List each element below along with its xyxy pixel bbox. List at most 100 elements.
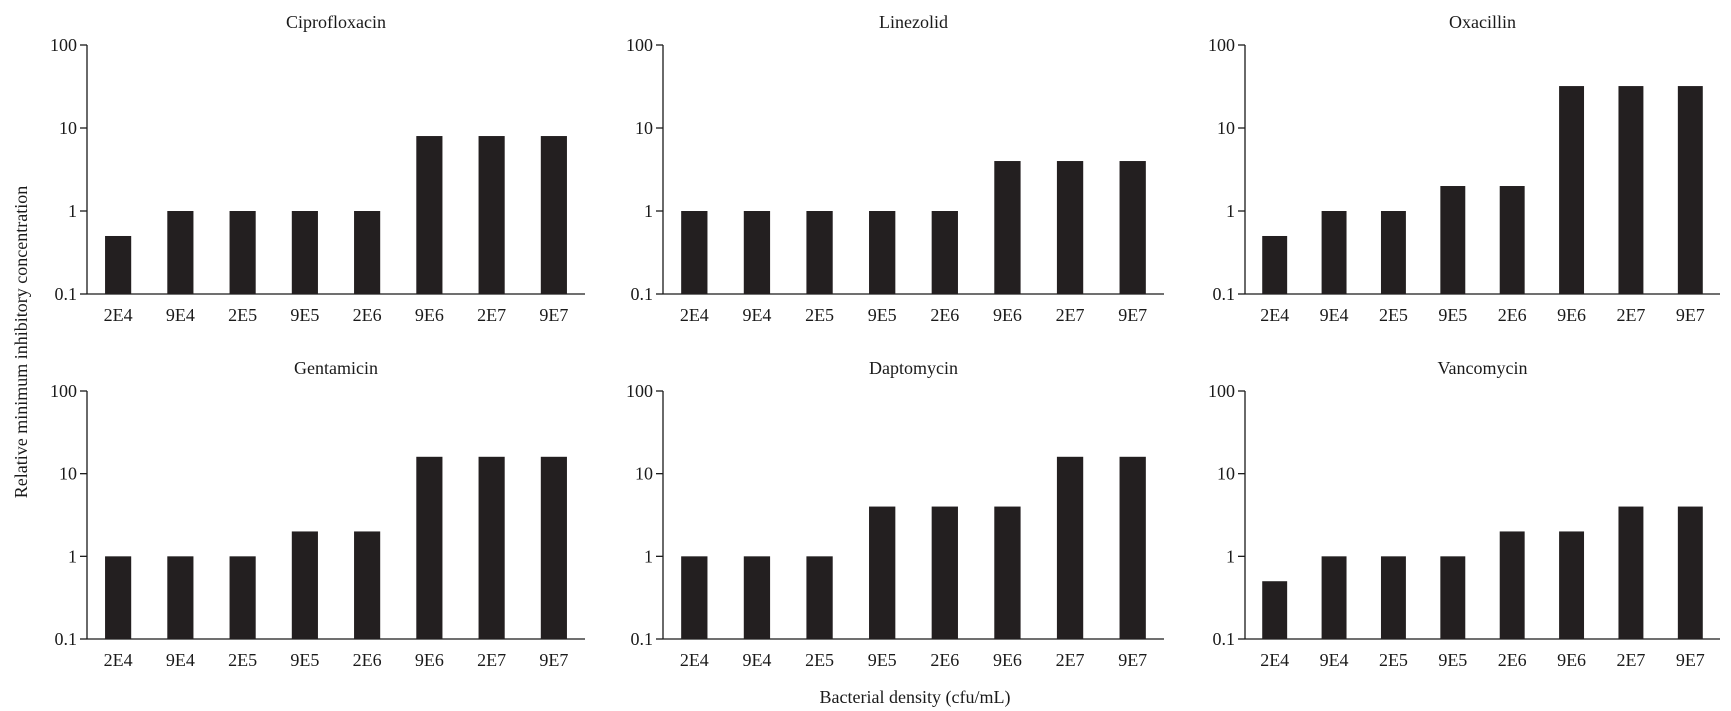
bar <box>1677 506 1703 639</box>
bar <box>1056 456 1084 639</box>
x-tick-label: 2E6 <box>1498 650 1527 670</box>
y-tick-label: 1 <box>1226 201 1235 221</box>
bar <box>994 161 1021 294</box>
y-tick-label: 1 <box>644 201 653 221</box>
x-tick-label: 2E4 <box>1260 305 1289 325</box>
y-tick-label: 100 <box>626 381 653 401</box>
x-tick-label: 9E7 <box>539 305 568 325</box>
x-tick-label: 2E7 <box>477 305 506 325</box>
y-tick-label: 0.1 <box>1213 629 1236 649</box>
bar <box>869 506 896 639</box>
y-tick-label: 100 <box>50 381 77 401</box>
bar <box>1380 556 1406 639</box>
y-tick-label: 1 <box>68 546 77 566</box>
x-tick-label: 9E5 <box>868 305 897 325</box>
x-axis-label: Bacterial density (cfu/mL) <box>820 687 1011 708</box>
x-tick-label: 9E7 <box>1676 305 1705 325</box>
x-tick-label: 2E4 <box>104 305 133 325</box>
bar <box>806 211 833 294</box>
x-tick-label: 2E6 <box>353 305 382 325</box>
y-tick-label: 100 <box>1208 35 1235 55</box>
bar <box>1262 235 1288 294</box>
bar <box>416 136 443 294</box>
chart-panels: Ciprofloxacin 0.1 1 10 100 2E4 9E4 2E5 9E5 2E6 9E6… <box>50 12 1720 670</box>
chart-title: Vancomycin <box>1438 358 1528 378</box>
bar <box>167 556 194 639</box>
x-tick-label: 2E5 <box>228 305 257 325</box>
x-tick-label: 2E6 <box>930 650 959 670</box>
bar <box>931 506 958 639</box>
y-tick-label: 1 <box>68 201 77 221</box>
chart-panel: Daptomycin 0.1 1 10 100 2E4 9E4 2E5 9E5 2E6 9E6 2E7… <box>626 358 1164 670</box>
y-tick-label: 1 <box>1226 546 1235 566</box>
bar <box>806 556 833 639</box>
bar <box>105 235 132 294</box>
x-tick-label: 2E5 <box>1379 305 1408 325</box>
x-tick-label: 2E6 <box>1498 305 1527 325</box>
y-tick-label: 10 <box>1217 464 1235 484</box>
y-tick-label: 100 <box>626 35 653 55</box>
bar <box>1380 211 1406 294</box>
y-tick-label: 0.1 <box>55 629 78 649</box>
y-tick-label: 1 <box>644 546 653 566</box>
bar <box>1321 556 1347 639</box>
bar <box>931 211 958 294</box>
y-tick-label: 10 <box>1217 118 1235 138</box>
bar <box>291 211 318 294</box>
x-tick-label: 9E7 <box>539 650 568 670</box>
bar <box>1618 86 1644 295</box>
x-tick-label: 9E7 <box>1118 305 1147 325</box>
bar <box>1440 556 1466 639</box>
y-tick-label: 0.1 <box>631 284 654 304</box>
x-tick-label: 2E7 <box>477 650 506 670</box>
x-tick-label: 2E7 <box>1056 650 1085 670</box>
x-tick-label: 2E4 <box>680 650 709 670</box>
x-tick-label: 2E4 <box>104 650 133 670</box>
x-tick-label: 2E7 <box>1056 305 1085 325</box>
x-tick-label: 2E5 <box>1379 650 1408 670</box>
y-tick-label: 10 <box>59 464 77 484</box>
bar <box>1056 161 1084 294</box>
bar <box>869 211 896 294</box>
bar <box>1321 211 1347 294</box>
bar <box>540 136 567 294</box>
y-tick-label: 10 <box>635 118 653 138</box>
y-tick-label: 100 <box>50 35 77 55</box>
x-tick-label: 9E5 <box>1438 305 1467 325</box>
x-tick-label: 9E4 <box>1320 305 1349 325</box>
bar <box>478 456 505 639</box>
y-tick-label: 0.1 <box>1213 284 1236 304</box>
x-tick-label: 2E4 <box>680 305 709 325</box>
chart-title: Ciprofloxacin <box>286 12 386 32</box>
x-tick-label: 2E4 <box>1260 650 1289 670</box>
x-tick-label: 9E4 <box>742 650 771 670</box>
x-tick-label: 2E5 <box>228 650 257 670</box>
bar <box>1119 456 1146 639</box>
bar <box>743 211 771 294</box>
y-tick-label: 0.1 <box>631 629 654 649</box>
bar <box>743 556 771 639</box>
x-tick-label: 9E6 <box>993 650 1022 670</box>
x-tick-label: 2E6 <box>930 305 959 325</box>
y-tick-label: 10 <box>59 118 77 138</box>
bar <box>105 556 132 639</box>
x-tick-label: 9E5 <box>1438 650 1467 670</box>
x-tick-label: 9E4 <box>742 305 771 325</box>
bar <box>1440 186 1466 294</box>
bar <box>229 556 256 639</box>
bar <box>354 211 381 294</box>
bar <box>416 456 443 639</box>
bar <box>229 211 256 294</box>
bar <box>291 531 318 639</box>
bar <box>681 556 708 639</box>
x-tick-label: 9E7 <box>1676 650 1705 670</box>
x-tick-label: 9E6 <box>993 305 1022 325</box>
bar <box>167 211 194 294</box>
x-tick-label: 9E4 <box>166 305 195 325</box>
chart-panel: Ciprofloxacin 0.1 1 10 100 2E4 9E4 2E5 9E5 2E6 9E6… <box>50 12 585 325</box>
bar <box>1618 506 1644 639</box>
x-tick-label: 2E7 <box>1616 650 1645 670</box>
bar <box>1559 531 1585 639</box>
bar <box>1677 86 1703 295</box>
